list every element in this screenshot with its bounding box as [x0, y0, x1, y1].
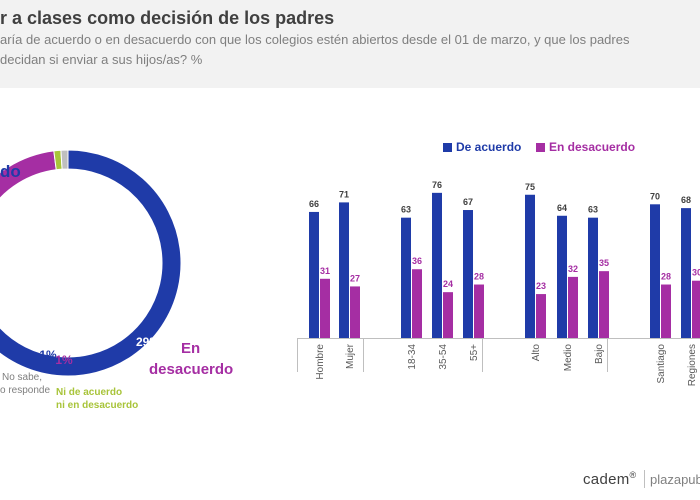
bar-value-label-desacuerdo-9: 28: [661, 272, 671, 282]
category-label-8: Bajo: [594, 344, 605, 364]
header-band: r a clases como decisión de los padres a…: [0, 0, 700, 88]
bar-desacuerdo-1: [320, 278, 330, 338]
category-label-1: Hombre: [315, 344, 326, 380]
footer-site: plazapub: [650, 472, 700, 487]
bar-desacuerdo-9: [661, 284, 671, 338]
bar-value-label-desacuerdo-10: 30: [692, 268, 700, 278]
legend-label-en-desacuerdo: En desacuerdo: [549, 140, 635, 154]
donut-slice-4: [60, 149, 69, 170]
bar-value-label-desacuerdo-7: 32: [568, 264, 578, 274]
category-label-5: 55+: [469, 344, 480, 361]
bar-value-label-acuerdo-3: 63: [401, 205, 411, 215]
bar-value-label-desacuerdo-2: 27: [350, 273, 360, 283]
bar-acuerdo-9: [650, 204, 660, 338]
donut-value-label-1: 69%: [41, 181, 65, 195]
bar-acuerdo-4: [432, 192, 442, 338]
category-label-7: Medio: [563, 344, 574, 372]
bar-value-label-acuerdo-4: 76: [432, 180, 442, 190]
bar-value-label-acuerdo-1: 66: [309, 199, 319, 209]
category-label-9: Santiago: [656, 344, 667, 384]
chart-title: r a clases como decisión de los padres: [0, 8, 335, 28]
chart-subtitle: aría de acuerdo o en desacuerdo con que …: [0, 30, 690, 70]
bar-acuerdo-3: [401, 217, 411, 338]
donut-label-de-acuerdo: do: [0, 162, 21, 181]
bar-value-label-acuerdo-7: 64: [557, 203, 567, 213]
donut-label-ni-2: ni en desacuerdo: [56, 400, 138, 411]
bar-value-label-desacuerdo-1: 31: [320, 266, 330, 276]
bar-value-label-desacuerdo-8: 35: [599, 258, 609, 268]
donut-value-label-2: 29%: [136, 335, 160, 349]
bar-value-label-acuerdo-6: 75: [525, 182, 535, 192]
cadem-logo: cadem®: [583, 470, 637, 488]
bar-acuerdo-2: [339, 202, 349, 338]
bar-desacuerdo-3: [412, 269, 422, 338]
bar-value-label-acuerdo-2: 71: [339, 189, 349, 199]
bar-value-label-desacuerdo-3: 36: [412, 256, 422, 266]
bar-desacuerdo-2: [350, 286, 360, 338]
donut-value-label-4: 1%: [55, 353, 73, 367]
category-label-6: Alto: [531, 344, 542, 362]
bar-acuerdo-1: [309, 211, 319, 338]
bar-value-label-acuerdo-8: 63: [588, 205, 598, 215]
bar-acuerdo-7: [557, 215, 567, 338]
category-label-2: Mujer: [345, 343, 356, 369]
category-label-10: Regiones: [687, 344, 698, 386]
donut-label-ni-1: Ni de acuerdo: [56, 387, 122, 398]
legend-swatch-de-acuerdo: [443, 143, 452, 152]
bar-value-label-acuerdo-10: 68: [681, 195, 691, 205]
bar-desacuerdo-4: [443, 292, 453, 338]
donut-label-nosabe-1: No sabe,: [2, 372, 42, 383]
bar-acuerdo-6: [525, 194, 535, 338]
donut-label-desacuerdo-2: desacuerdo: [149, 361, 233, 378]
bar-acuerdo-10: [681, 208, 691, 338]
bar-desacuerdo-7: [568, 276, 578, 338]
legend-label-de-acuerdo: De acuerdo: [456, 140, 521, 154]
bar-value-label-desacuerdo-5: 28: [474, 272, 484, 282]
donut-value-label-3: 1%: [39, 348, 57, 362]
bar-desacuerdo-5: [474, 284, 484, 338]
subtitle-line-1: aría de acuerdo o en desacuerdo con que …: [0, 32, 630, 47]
bar-desacuerdo-6: [536, 294, 546, 338]
bar-desacuerdo-10: [692, 280, 700, 338]
category-label-4: 35-54: [438, 344, 449, 370]
bar-desacuerdo-8: [599, 271, 609, 338]
bar-value-label-desacuerdo-4: 24: [443, 279, 453, 289]
bar-acuerdo-5: [463, 210, 473, 338]
legend-swatch-en-desacuerdo: [536, 143, 545, 152]
subtitle-line-2: decidan si enviar a sus hijos/as? %: [0, 52, 203, 67]
donut-slice-1: [0, 149, 182, 377]
bar-value-label-desacuerdo-6: 23: [536, 281, 546, 291]
donut-label-nosabe-2: o responde: [0, 385, 50, 396]
footer-divider: [644, 470, 645, 488]
bar-value-label-acuerdo-9: 70: [650, 191, 660, 201]
category-label-3: 18-34: [407, 344, 418, 370]
bar-acuerdo-8: [588, 217, 598, 338]
bar-value-label-acuerdo-5: 67: [463, 197, 473, 207]
donut-label-desacuerdo-1: En: [181, 340, 200, 357]
